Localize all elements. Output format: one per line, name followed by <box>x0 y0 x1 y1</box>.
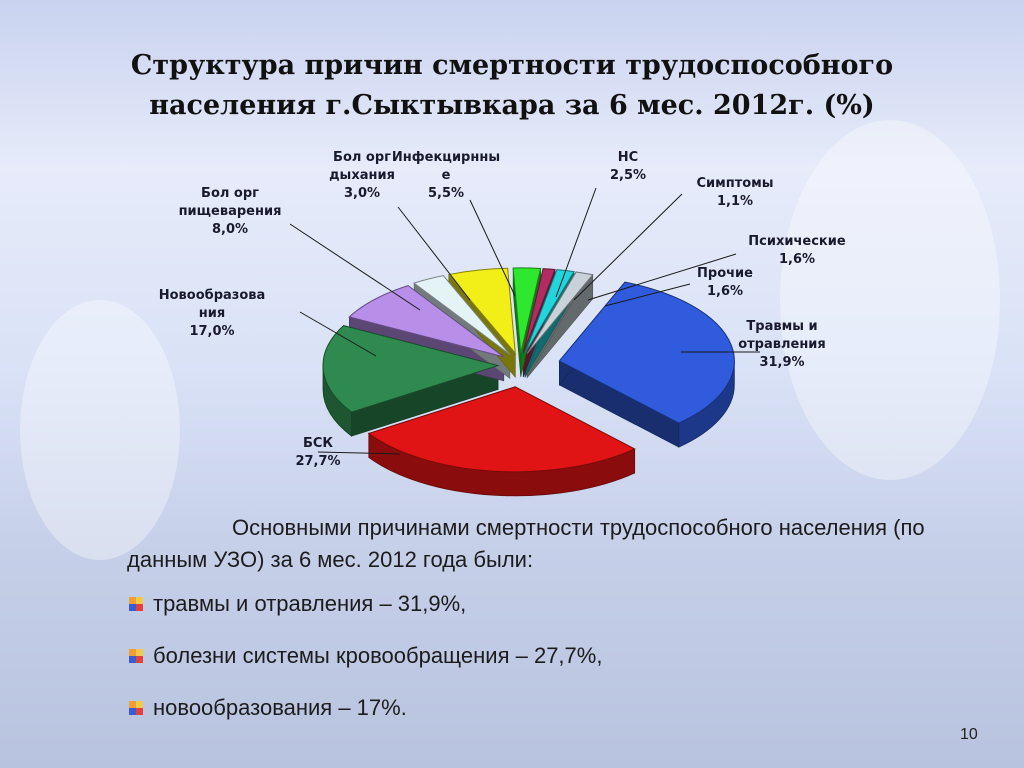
leader-line <box>587 253 737 301</box>
slice-label-line: НС <box>618 150 638 165</box>
pie-slice-6 <box>447 267 516 355</box>
slice-label: БСК 27,7% <box>295 436 340 469</box>
slice-label-line: Симптомы <box>696 176 773 191</box>
slice-label-line: Травмы и <box>746 319 817 334</box>
slice-label: Психические 1,6% <box>748 234 846 267</box>
leader-line <box>289 223 421 311</box>
pie-slice-4 <box>348 285 505 358</box>
slice-label-line: Прочие <box>697 266 753 281</box>
slice-label-line: дыхания <box>329 168 395 183</box>
pie-slice-5 <box>413 275 511 355</box>
leader-line <box>299 311 377 357</box>
slice-label: Бол орг дыхания 3,0% <box>329 150 395 201</box>
summary-intro: Основными причинами смертности трудоспос… <box>127 515 925 572</box>
slice-label-line: 1,1% <box>717 194 753 209</box>
leader-line <box>555 187 597 298</box>
pie-slice-8 <box>522 268 556 354</box>
pie-slice-7 <box>512 267 542 354</box>
pie-slice-2 <box>367 386 636 473</box>
slice-label-line: Бол орг <box>201 186 259 201</box>
slice-label-line: 2,5% <box>610 168 646 183</box>
slice-labels: Травмы и отравления 31,9% БСК 27,7% Новообраз… <box>159 150 846 469</box>
slice-label-line: 27,7% <box>295 454 340 469</box>
slice-label-line: 5,5% <box>428 186 464 201</box>
bullet-icon <box>129 701 143 715</box>
bullet-icon <box>129 597 143 611</box>
slice-label: Новообразова ния 17,0% <box>159 288 266 339</box>
leader-line <box>397 206 471 301</box>
slice-label-line: 8,0% <box>212 222 248 237</box>
slice-label-line: Новообразова <box>159 288 266 303</box>
leader-line <box>573 193 683 301</box>
title-line-1: Структура причин смертности трудоспособн… <box>130 50 894 81</box>
bullet-item: новообразования – 17%. <box>127 692 947 724</box>
slice-label: Травмы и отравления 31,9% <box>738 319 826 370</box>
bullet-item: травмы и отравления – 31,9%, <box>127 588 947 620</box>
slice-label: Прочие 1,6% <box>697 266 753 299</box>
bullet-text: травмы и отравления – 31,9%, <box>153 591 467 616</box>
bullet-text: болезни системы кровообращения – 27,7%, <box>153 643 603 668</box>
slice-label-line: Инфекцирнны <box>392 150 500 165</box>
slice-label-line: Психические <box>748 234 846 249</box>
slide-title: Структура причин смертности трудоспособн… <box>40 46 984 126</box>
bullet-text: новообразования – 17%. <box>153 695 407 720</box>
slice-label-line: Бол орг <box>333 150 391 165</box>
slice-label: Симптомы 1,1% <box>696 176 773 209</box>
background-lab-glow <box>780 120 1000 480</box>
pie-slice-1 <box>558 281 735 424</box>
title-line-2: населения г.Сыктывкара за 6 мес. 2012г. … <box>149 90 875 121</box>
slice-label-line: 17,0% <box>189 324 234 339</box>
summary-bullets: травмы и отравления – 31,9%, болезни сис… <box>127 588 947 724</box>
label-lines <box>289 187 760 455</box>
slice-label-line: БСК <box>303 436 333 451</box>
slice-label-line: 1,6% <box>779 252 815 267</box>
slice-label-line: е <box>442 168 451 183</box>
slice-label-line: ния <box>199 306 225 321</box>
slice-label-line: 1,6% <box>707 284 743 299</box>
slice-label-line: 3,0% <box>344 186 380 201</box>
leader-line <box>469 199 516 297</box>
slice-label: НС 2,5% <box>610 150 646 183</box>
slice-label-line: 31,9% <box>759 355 804 370</box>
slice-label: Инфекцирнны е 5,5% <box>392 150 500 201</box>
summary-text: Основными причинами смертности трудоспос… <box>127 512 947 744</box>
slice-label: Бол орг пищеварения 8,0% <box>179 186 282 237</box>
bullet-icon <box>129 649 143 663</box>
pie-slice-10 <box>526 271 594 354</box>
leader-line <box>317 451 401 455</box>
bullet-item: болезни системы кровообращения – 27,7%, <box>127 640 947 672</box>
page-number: 10 <box>960 726 978 743</box>
slice-label-line: пищеварения <box>179 204 282 219</box>
leader-line <box>604 283 691 307</box>
pie-tops <box>322 267 735 473</box>
background-flask-glow <box>20 300 180 560</box>
slice-label-line: отравления <box>738 337 826 352</box>
